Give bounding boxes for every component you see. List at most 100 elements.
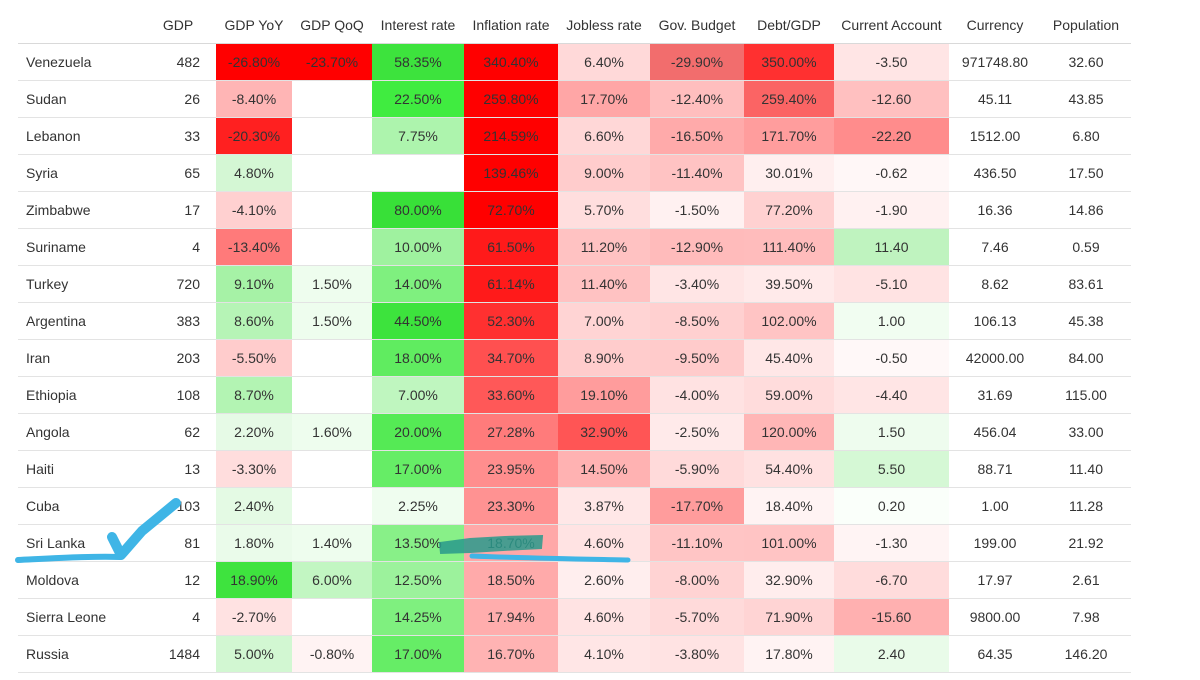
cell-jobless-rate: 32.90% bbox=[558, 413, 650, 451]
cell-interest-rate: 13.50% bbox=[372, 524, 464, 562]
cell-jobless-rate: 11.20% bbox=[558, 228, 650, 266]
cell-current-account: 11.40 bbox=[834, 228, 949, 266]
header-inflation-rate[interactable]: Inflation rate bbox=[464, 6, 558, 44]
cell-interest-rate: 44.50% bbox=[372, 302, 464, 340]
cell-current-account: -12.60 bbox=[834, 80, 949, 118]
cell-gdp-yoy: -2.70% bbox=[216, 598, 292, 636]
table-row: Suriname 4 -13.40% 10.00% 61.50% 11.20% -12.90… bbox=[18, 228, 1131, 266]
cell-country[interactable]: Sudan bbox=[18, 80, 140, 118]
header-country[interactable] bbox=[18, 6, 140, 44]
cell-gov-budget: -8.00% bbox=[650, 561, 744, 599]
cell-gov-budget: -11.10% bbox=[650, 524, 744, 562]
cell-interest-rate: 12.50% bbox=[372, 561, 464, 599]
cell-current-account: -22.20 bbox=[834, 117, 949, 155]
header-jobless-rate[interactable]: Jobless rate bbox=[558, 6, 650, 44]
cell-gov-budget: -16.50% bbox=[650, 117, 744, 155]
cell-jobless-rate: 7.00% bbox=[558, 302, 650, 340]
cell-gdp-yoy: -4.10% bbox=[216, 191, 292, 229]
cell-currency: 16.36 bbox=[949, 191, 1041, 229]
cell-country[interactable]: Suriname bbox=[18, 228, 140, 266]
cell-gdp-yoy: 2.40% bbox=[216, 487, 292, 525]
cell-inflation-rate: 340.40% bbox=[464, 43, 558, 81]
cell-gdp-qoq bbox=[292, 117, 372, 155]
cell-gdp-qoq bbox=[292, 487, 372, 525]
cell-population: 33.00 bbox=[1041, 413, 1131, 451]
cell-country[interactable]: Angola bbox=[18, 413, 140, 451]
cell-country[interactable]: Lebanon bbox=[18, 117, 140, 155]
cell-current-account: 1.50 bbox=[834, 413, 949, 451]
header-interest-rate[interactable]: Interest rate bbox=[372, 6, 464, 44]
header-population[interactable]: Population bbox=[1041, 6, 1131, 44]
cell-gdp-qoq: 1.50% bbox=[292, 302, 372, 340]
cell-jobless-rate: 14.50% bbox=[558, 450, 650, 488]
table-row: Iran 203 -5.50% 18.00% 34.70% 8.90% -9.50% 45.4… bbox=[18, 339, 1131, 377]
cell-country[interactable]: Haiti bbox=[18, 450, 140, 488]
cell-inflation-rate: 17.94% bbox=[464, 598, 558, 636]
table-body: Venezuela 482 -26.80% -23.70% 58.35% 340.40% 6… bbox=[18, 43, 1131, 673]
cell-debt-gdp: 120.00% bbox=[744, 413, 834, 451]
cell-gdp-qoq bbox=[292, 376, 372, 414]
cell-gov-budget: -5.90% bbox=[650, 450, 744, 488]
cell-gdp: 720 bbox=[140, 265, 216, 303]
cell-country[interactable]: Syria bbox=[18, 154, 140, 192]
cell-inflation-rate: 18.70% bbox=[464, 524, 558, 562]
header-gdp-yoy[interactable]: GDP YoY bbox=[216, 6, 292, 44]
header-gov-budget[interactable]: Gov. Budget bbox=[650, 6, 744, 44]
cell-gov-budget: -12.40% bbox=[650, 80, 744, 118]
cell-jobless-rate: 8.90% bbox=[558, 339, 650, 377]
cell-debt-gdp: 350.00% bbox=[744, 43, 834, 81]
cell-country[interactable]: Venezuela bbox=[18, 43, 140, 81]
cell-country[interactable]: Argentina bbox=[18, 302, 140, 340]
cell-jobless-rate: 5.70% bbox=[558, 191, 650, 229]
cell-country[interactable]: Moldova bbox=[18, 561, 140, 599]
cell-population: 32.60 bbox=[1041, 43, 1131, 81]
cell-current-account: 0.20 bbox=[834, 487, 949, 525]
cell-country[interactable]: Sierra Leone bbox=[18, 598, 140, 636]
cell-debt-gdp: 102.00% bbox=[744, 302, 834, 340]
cell-inflation-rate: 259.80% bbox=[464, 80, 558, 118]
cell-population: 84.00 bbox=[1041, 339, 1131, 377]
cell-inflation-rate: 23.95% bbox=[464, 450, 558, 488]
cell-interest-rate: 17.00% bbox=[372, 635, 464, 673]
cell-gdp-yoy: 2.20% bbox=[216, 413, 292, 451]
cell-inflation-rate: 139.46% bbox=[464, 154, 558, 192]
cell-country[interactable]: Turkey bbox=[18, 265, 140, 303]
cell-debt-gdp: 71.90% bbox=[744, 598, 834, 636]
cell-gdp: 482 bbox=[140, 43, 216, 81]
header-current-account[interactable]: Current Account bbox=[834, 6, 949, 44]
cell-gdp: 103 bbox=[140, 487, 216, 525]
cell-gdp-yoy: 1.80% bbox=[216, 524, 292, 562]
header-gdp[interactable]: GDP bbox=[140, 6, 216, 44]
cell-current-account: -6.70 bbox=[834, 561, 949, 599]
cell-currency: 45.11 bbox=[949, 80, 1041, 118]
cell-interest-rate: 20.00% bbox=[372, 413, 464, 451]
cell-current-account: -1.90 bbox=[834, 191, 949, 229]
cell-debt-gdp: 101.00% bbox=[744, 524, 834, 562]
header-gdp-qoq[interactable]: GDP QoQ bbox=[292, 6, 372, 44]
cell-country[interactable]: Iran bbox=[18, 339, 140, 377]
cell-gdp-yoy: -13.40% bbox=[216, 228, 292, 266]
table-row: Turkey 720 9.10% 1.50% 14.00% 61.14% 11.40% -3.… bbox=[18, 265, 1131, 303]
cell-jobless-rate: 19.10% bbox=[558, 376, 650, 414]
cell-population: 43.85 bbox=[1041, 80, 1131, 118]
cell-gdp-yoy: 8.60% bbox=[216, 302, 292, 340]
cell-currency: 1.00 bbox=[949, 487, 1041, 525]
cell-country[interactable]: Ethiopia bbox=[18, 376, 140, 414]
cell-country[interactable]: Zimbabwe bbox=[18, 191, 140, 229]
cell-gdp-yoy: 9.10% bbox=[216, 265, 292, 303]
cell-population: 17.50 bbox=[1041, 154, 1131, 192]
cell-gdp: 12 bbox=[140, 561, 216, 599]
cell-currency: 8.62 bbox=[949, 265, 1041, 303]
cell-population: 115.00 bbox=[1041, 376, 1131, 414]
cell-country[interactable]: Cuba bbox=[18, 487, 140, 525]
cell-gdp-yoy: 4.80% bbox=[216, 154, 292, 192]
cell-gdp: 65 bbox=[140, 154, 216, 192]
cell-current-account: -4.40 bbox=[834, 376, 949, 414]
cell-gdp: 26 bbox=[140, 80, 216, 118]
header-debt-gdp[interactable]: Debt/GDP bbox=[744, 6, 834, 44]
cell-country[interactable]: Russia bbox=[18, 635, 140, 673]
cell-gdp: 13 bbox=[140, 450, 216, 488]
header-currency[interactable]: Currency bbox=[949, 6, 1041, 44]
cell-country[interactable]: Sri Lanka bbox=[18, 524, 140, 562]
cell-gov-budget: -17.70% bbox=[650, 487, 744, 525]
